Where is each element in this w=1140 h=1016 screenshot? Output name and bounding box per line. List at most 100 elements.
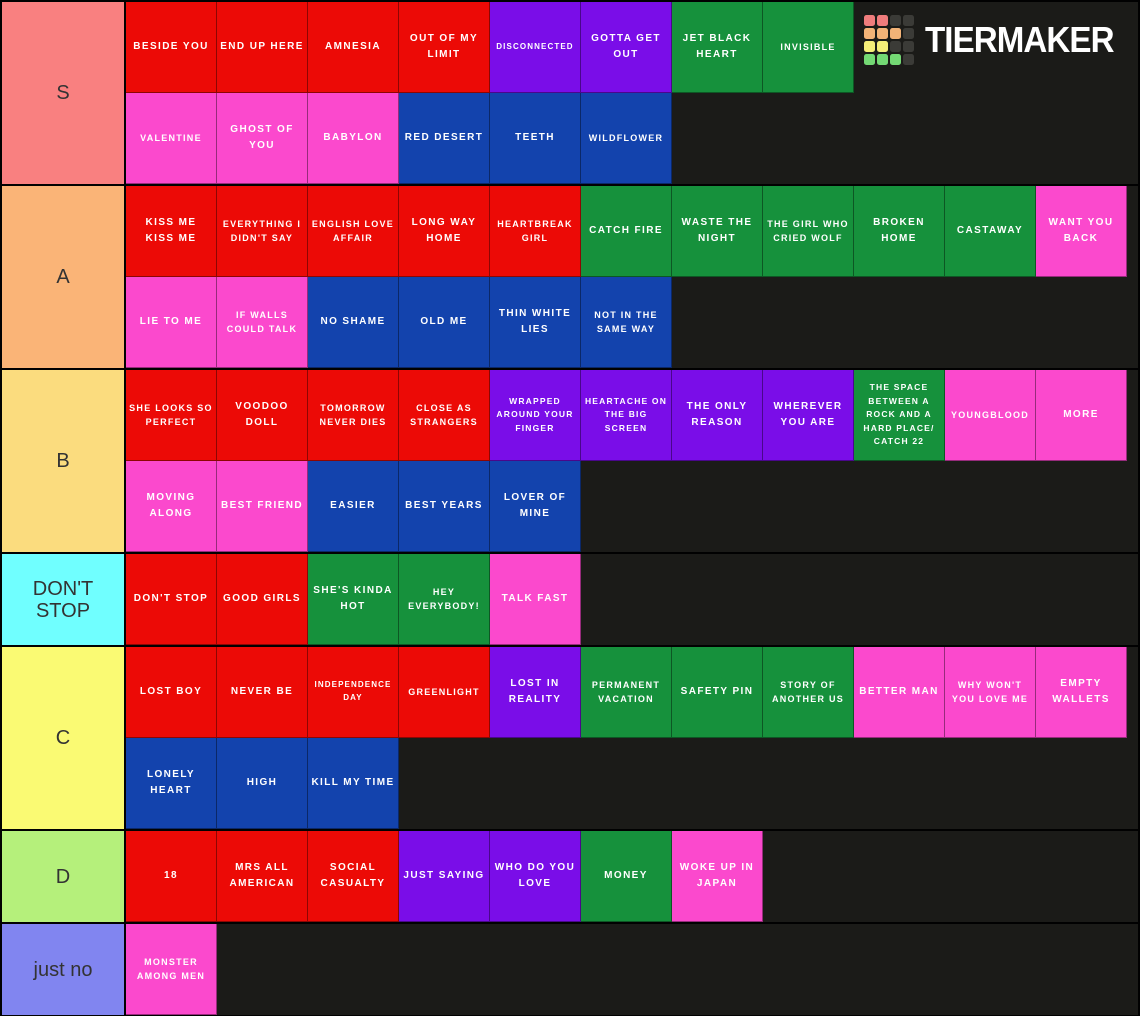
tile[interactable]: LONG WAY HOME xyxy=(399,186,490,277)
tile[interactable]: WILDFLOWER xyxy=(581,93,672,184)
tile[interactable]: YOUNGBLOOD xyxy=(945,370,1036,461)
tile[interactable]: GOTTA GET OUT xyxy=(581,2,672,93)
tile[interactable]: MRS ALL AMERICAN xyxy=(217,831,308,922)
tile[interactable]: WHY WON'T YOU LOVE ME xyxy=(945,647,1036,738)
tile[interactable]: NOT IN THE SAME WAY xyxy=(581,277,672,368)
tile[interactable]: WANT YOU BACK xyxy=(1036,186,1127,277)
tier-label-dont-stop: DON'T STOP xyxy=(2,554,124,645)
tile[interactable]: GREENLIGHT xyxy=(399,647,490,738)
tile[interactable]: KILL MY TIME xyxy=(308,738,399,829)
tile[interactable]: SAFETY PIN xyxy=(672,647,763,738)
tile[interactable]: RED DESERT xyxy=(399,93,490,184)
tile[interactable]: DON'T STOP xyxy=(126,554,217,645)
tile[interactable]: WHEREVER YOU ARE xyxy=(763,370,854,461)
tier-content-d: 18 MRS ALL AMERICAN SOCIAL CASUALTY JUST SA… xyxy=(126,831,1138,922)
tile[interactable]: INDEPENDENCE DAY xyxy=(308,647,399,738)
tile-line: BESIDE YOU END UP HERE AMNESIA OUT OF MY LI… xyxy=(126,2,1138,93)
tile[interactable]: AMNESIA xyxy=(308,2,399,93)
tile[interactable]: END UP HERE xyxy=(217,2,308,93)
tile[interactable]: OUT OF MY LIMIT xyxy=(399,2,490,93)
tile[interactable]: WHO DO YOU LOVE xyxy=(490,831,581,922)
tier-row-dont-stop: DON'T STOP DON'T STOP GOOD GIRLS SHE'S KIND… xyxy=(2,554,1138,645)
tile[interactable]: CLOSE AS STRANGERS xyxy=(399,370,490,461)
logo-grid-cell xyxy=(877,41,888,52)
tile[interactable]: JET BLACK HEART xyxy=(672,2,763,93)
tile-line: KISS ME KISS ME EVERYTHING I DIDN'T SAY EN… xyxy=(126,186,1138,277)
tile[interactable]: NO SHAME xyxy=(308,277,399,368)
tier-row-just-no: just no MONSTER AMONG MEN xyxy=(2,924,1138,1015)
tile[interactable]: THIN WHITE LIES xyxy=(490,277,581,368)
tile[interactable]: TALK FAST xyxy=(490,554,581,645)
tier-label-d: D xyxy=(2,831,124,922)
tile[interactable]: HEY EVERYBODY! xyxy=(399,554,490,645)
tile[interactable]: PERMANENT VACATION xyxy=(581,647,672,738)
tile[interactable]: DISCONNECTED xyxy=(490,2,581,93)
tile[interactable]: NEVER BE xyxy=(217,647,308,738)
tile[interactable]: MONEY xyxy=(581,831,672,922)
tile[interactable]: LOST IN REALITY xyxy=(490,647,581,738)
tile[interactable]: VOODOO DOLL xyxy=(217,370,308,461)
logo-grid-cell xyxy=(890,15,901,26)
tile[interactable]: JUST SAYING xyxy=(399,831,490,922)
tile[interactable]: LOVER OF MINE xyxy=(490,461,581,552)
tile[interactable]: BESIDE YOU xyxy=(126,2,217,93)
tile[interactable]: BEST YEARS xyxy=(399,461,490,552)
logo-grid-cell xyxy=(903,54,914,65)
tile[interactable]: OLD ME xyxy=(399,277,490,368)
tile[interactable]: TEETH xyxy=(490,93,581,184)
tile[interactable]: MORE xyxy=(1036,370,1127,461)
tile[interactable]: SHE LOOKS SO PERFECT xyxy=(126,370,217,461)
tile[interactable]: CASTAWAY xyxy=(945,186,1036,277)
tile[interactable]: LOST BOY xyxy=(126,647,217,738)
tile[interactable]: EVERYTHING I DIDN'T SAY xyxy=(217,186,308,277)
tile[interactable]: HIGH xyxy=(217,738,308,829)
tile[interactable]: EMPTY WALLETS xyxy=(1036,647,1127,738)
tile[interactable]: GOOD GIRLS xyxy=(217,554,308,645)
tier-content-a: KISS ME KISS ME EVERYTHING I DIDN'T SAY EN… xyxy=(126,186,1138,368)
tile[interactable]: KISS ME KISS ME xyxy=(126,186,217,277)
tier-label-c: C xyxy=(2,647,124,829)
tile[interactable]: WRAPPED AROUND YOUR FINGER xyxy=(490,370,581,461)
tile[interactable]: STORY OF ANOTHER US xyxy=(763,647,854,738)
tile-line: LOST BOY NEVER BE INDEPENDENCE DAY GREENLIG… xyxy=(126,647,1138,738)
tile[interactable]: INVISIBLE xyxy=(763,2,854,93)
tile[interactable]: THE ONLY REASON xyxy=(672,370,763,461)
tile[interactable]: HEARTACHE ON THE BIG SCREEN xyxy=(581,370,672,461)
tile[interactable]: WOKE UP IN JAPAN xyxy=(672,831,763,922)
tier-label-just-no: just no xyxy=(2,924,124,1015)
tile[interactable]: EASIER xyxy=(308,461,399,552)
tile-line: MONSTER AMONG MEN xyxy=(126,924,1138,1015)
logo-grid-cell xyxy=(864,28,875,39)
tile[interactable]: MOVING ALONG xyxy=(126,461,217,552)
tile[interactable]: TOMORROW NEVER DIES xyxy=(308,370,399,461)
tile[interactable]: THE SPACE BETWEEN A ROCK AND A HARD PLAC… xyxy=(854,370,945,461)
tile[interactable]: SHE'S KINDA HOT xyxy=(308,554,399,645)
tile[interactable]: HEARTBREAK GIRL xyxy=(490,186,581,277)
tier-content-dont-stop: DON'T STOP GOOD GIRLS SHE'S KINDA HOT HEY E… xyxy=(126,554,1138,645)
tile[interactable]: BEST FRIEND xyxy=(217,461,308,552)
tile[interactable]: 18 xyxy=(126,831,217,922)
tile[interactable]: IF WALLS COULD TALK xyxy=(217,277,308,368)
tile[interactable]: BABYLON xyxy=(308,93,399,184)
tile[interactable]: BETTER MAN xyxy=(854,647,945,738)
tier-row-a: A KISS ME KISS ME EVERYTHING I DIDN'T SAY E… xyxy=(2,186,1138,368)
logo-grid-cell xyxy=(903,41,914,52)
tile[interactable]: LONELY HEART xyxy=(126,738,217,829)
tile[interactable]: MONSTER AMONG MEN xyxy=(126,924,217,1015)
tile-line: 18 MRS ALL AMERICAN SOCIAL CASUALTY JUST SA… xyxy=(126,831,1138,922)
tile[interactable]: SOCIAL CASUALTY xyxy=(308,831,399,922)
tile[interactable]: ENGLISH LOVE AFFAIR xyxy=(308,186,399,277)
tier-row-b: B SHE LOOKS SO PERFECT VOODOO DOLL TOMORROW… xyxy=(2,370,1138,552)
logo-grid-cell xyxy=(864,15,875,26)
tile[interactable]: CATCH FIRE xyxy=(581,186,672,277)
tile[interactable]: VALENTINE xyxy=(126,93,217,184)
tile[interactable]: WASTE THE NIGHT xyxy=(672,186,763,277)
tile[interactable]: THE GIRL WHO CRIED WOLF xyxy=(763,186,854,277)
tile[interactable]: BROKEN HOME xyxy=(854,186,945,277)
tile-line: DON'T STOP GOOD GIRLS SHE'S KINDA HOT HEY E… xyxy=(126,554,1138,645)
tiermaker-logo-text: TIERMAKER xyxy=(925,19,1115,60)
logo-grid-cell xyxy=(890,28,901,39)
tiermaker-logo: TIERMAKER xyxy=(864,11,1130,69)
tile[interactable]: LIE TO ME xyxy=(126,277,217,368)
tile[interactable]: GHOST OF YOU xyxy=(217,93,308,184)
